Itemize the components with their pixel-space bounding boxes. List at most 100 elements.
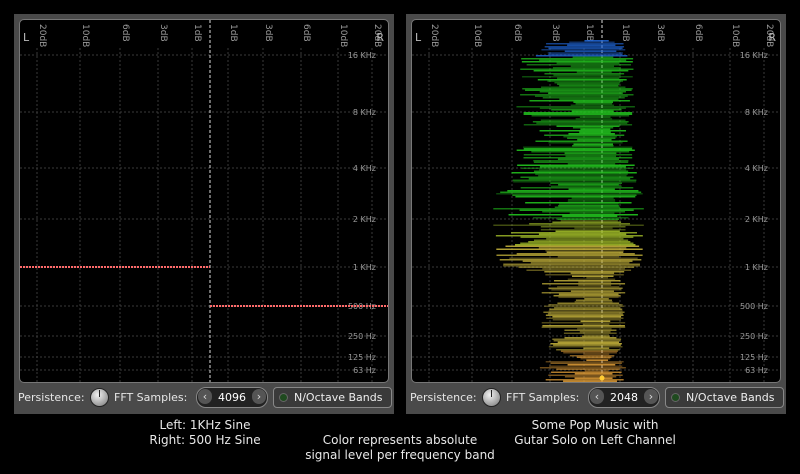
spectrum-band	[567, 278, 616, 280]
chevron-right-icon[interactable]: ›	[252, 389, 266, 404]
spectrum-band	[576, 71, 612, 73]
spectrum-band	[570, 65, 615, 67]
spectrum-band	[533, 217, 629, 219]
spectrum-band	[558, 293, 619, 295]
analyzer-panel-left: 20dB 10dB 6dB 3dB 1dB 1dB 3dB 6dB 10dB 20dB 16 KHz…	[14, 14, 394, 414]
spectrum-band	[575, 118, 613, 120]
spectrum-band	[520, 187, 634, 189]
fft-samples-spinner[interactable]: ‹ 2048 ›	[588, 387, 660, 408]
chevron-left-icon[interactable]: ‹	[590, 389, 604, 404]
spectrum-band	[550, 343, 622, 345]
spectrum-band	[560, 350, 618, 352]
chevron-left-icon[interactable]: ‹	[198, 389, 212, 404]
spectrum-band	[556, 62, 620, 64]
spectrum-band	[520, 68, 634, 70]
freq-tick-label: 2 KHz	[745, 215, 768, 224]
spectrum-band	[582, 323, 610, 325]
spectrum-band	[534, 95, 628, 97]
octave-bands-button[interactable]: N/Octave Bands	[665, 387, 784, 408]
spectrum-band	[548, 304, 623, 306]
chevron-right-icon[interactable]: ›	[644, 389, 658, 404]
right-channel-label: R	[376, 31, 384, 44]
spectrum-band	[520, 94, 634, 96]
db-tick-label: 20dB	[372, 24, 382, 47]
db-tick-label: 1dB	[620, 24, 630, 42]
spectrum-band	[548, 310, 623, 312]
spectrum-band	[567, 200, 616, 202]
spectrum-band	[552, 316, 622, 318]
spectrum-band	[548, 374, 623, 376]
spectrum-band	[551, 109, 622, 111]
spectrum-band	[548, 92, 623, 94]
spectrum-band	[554, 82, 621, 84]
spectrum-band	[511, 232, 637, 234]
spectrum-band	[571, 197, 614, 199]
spectrum-band	[532, 121, 629, 123]
spectrum-band	[505, 245, 640, 247]
octave-bands-label: N/Octave Bands	[294, 391, 383, 404]
caption-line: Color represents absolute	[322, 433, 478, 447]
db-tick-label: 20dB	[429, 24, 439, 47]
spectrum-band	[539, 169, 627, 171]
spectrum-band	[563, 352, 617, 354]
spectrum-band	[548, 47, 623, 49]
spectrum-band	[564, 376, 617, 378]
spectrum-band	[558, 205, 619, 207]
spectrum-band	[579, 131, 611, 133]
spectrum-band	[553, 344, 621, 346]
spectrum-band	[546, 251, 624, 253]
spectrum-band	[538, 233, 627, 235]
spectrum-band	[557, 256, 620, 258]
spectrum-band	[543, 311, 625, 313]
spectrum-band	[563, 380, 617, 382]
freq-tick-label: 8 KHz	[745, 108, 768, 117]
spectrum-band	[558, 184, 619, 186]
spectrum-band	[550, 185, 622, 187]
spectrum-band	[536, 122, 628, 124]
spectrum-band	[572, 275, 614, 277]
spectrum-band	[569, 212, 615, 214]
freq-tick-label: 63 Hz	[353, 366, 376, 375]
spectrum-band	[533, 160, 629, 162]
spectrum-band	[511, 172, 637, 174]
spectrum-band	[557, 286, 620, 288]
freq-tick-label: 1 KHz	[745, 263, 768, 272]
spectrum-band	[567, 163, 616, 165]
spectrum-band	[523, 154, 633, 156]
spectrum-band	[542, 97, 625, 99]
freq-tick-label: 250 Hz	[348, 332, 376, 341]
spectrum-band	[540, 229, 626, 231]
spectrum-band	[583, 353, 610, 355]
spectrum-band	[552, 67, 621, 69]
spectrum-band	[523, 124, 633, 126]
spectrum-band	[508, 214, 638, 216]
fft-samples-spinner[interactable]: ‹ 4096 ›	[196, 387, 268, 408]
persistence-knob[interactable]	[482, 388, 501, 407]
spectrum-band	[557, 302, 620, 304]
spectrum-band	[563, 136, 617, 138]
spectrum-band	[559, 85, 619, 87]
fft-samples-value: 2048	[610, 391, 638, 404]
db-tick-label: 3dB	[550, 24, 560, 42]
spectrum-band	[515, 196, 636, 198]
spectrum-band	[525, 202, 632, 204]
spectrum-band	[552, 221, 622, 223]
octave-bands-button[interactable]: N/Octave Bands	[273, 387, 392, 408]
freq-tick-label: 16 KHz	[348, 51, 376, 60]
spectrum-band	[554, 206, 621, 208]
spectrum-band	[568, 199, 616, 201]
spectrum-band	[564, 152, 617, 154]
persistence-knob[interactable]	[90, 388, 109, 407]
caption-line: Some Pop Music with	[531, 418, 659, 432]
freq-tick-label: 63 Hz	[745, 366, 768, 375]
spectrum-band	[553, 295, 621, 297]
spectrum-band	[567, 364, 616, 366]
spectrum-band	[548, 346, 623, 348]
spectrum-band	[553, 74, 621, 76]
spectrum-band	[556, 368, 620, 370]
spectrum-band	[583, 347, 610, 349]
right-channel-label: R	[768, 31, 776, 44]
spectrum-band	[521, 61, 633, 63]
spectrum-band	[572, 145, 614, 147]
spectrum-band	[523, 113, 633, 115]
